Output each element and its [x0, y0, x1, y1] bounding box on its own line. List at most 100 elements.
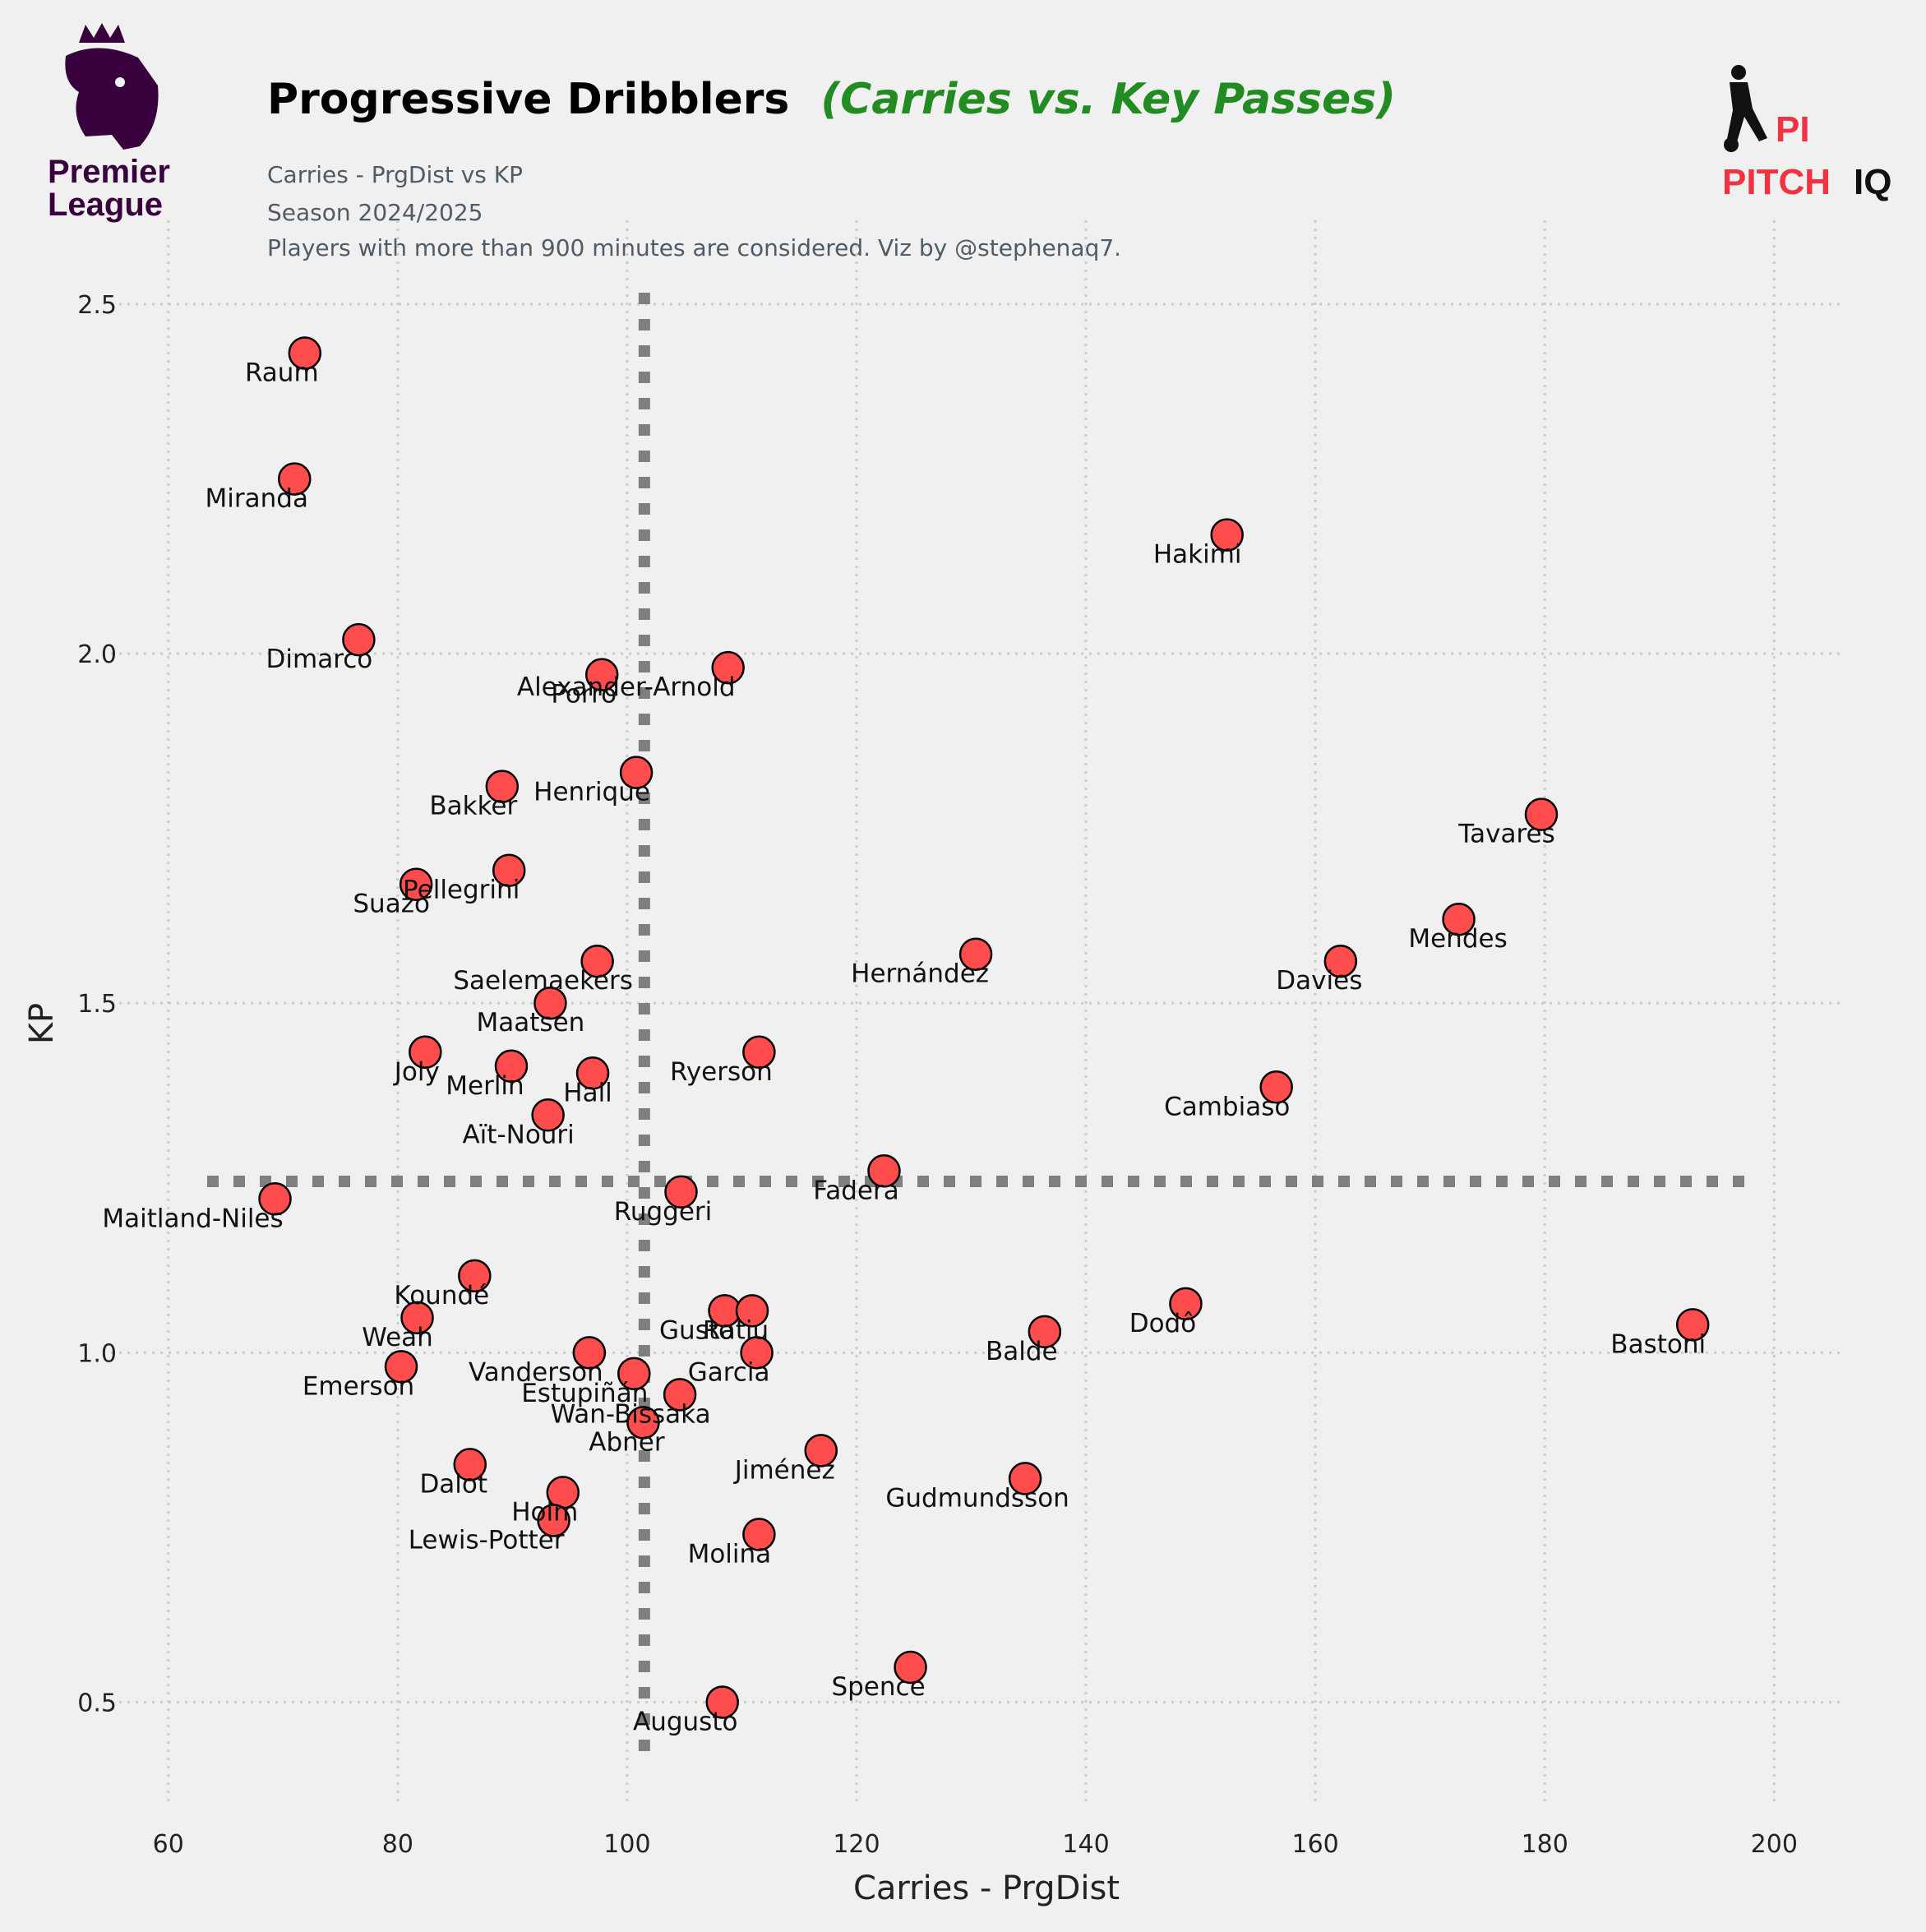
point-label: Lewis-Potter	[409, 1525, 565, 1555]
point-label: Garcia	[688, 1357, 770, 1387]
point-label: Hernández	[851, 959, 989, 989]
lion-crest-icon	[65, 23, 159, 150]
x-axis-label: Carries - PrgDist	[853, 1870, 1120, 1907]
y-tick-label: 0.5	[77, 1689, 117, 1717]
title-main: Progressive Dribblers	[267, 75, 789, 124]
pitch-iq-logo: PI PITCH IQ	[1722, 65, 1891, 202]
data-point	[1675, 1308, 1710, 1342]
point-label: Holm	[511, 1497, 578, 1527]
y-axis-label: KP	[23, 1003, 61, 1044]
point-label: Molina	[688, 1539, 772, 1569]
point-label: Abner	[589, 1427, 665, 1457]
data-point	[1323, 944, 1358, 978]
point-label: Miranda	[206, 484, 308, 514]
footballer-silhouette-icon	[1724, 65, 1767, 152]
data-point	[1259, 1070, 1293, 1104]
title-accent: (Carries vs. Key Passes)	[820, 75, 1396, 124]
point-label: Porro	[551, 680, 617, 709]
y-tick-label: 2.0	[77, 640, 117, 669]
data-point	[705, 1685, 739, 1719]
point-label: Spence	[831, 1672, 925, 1702]
data-point	[619, 756, 654, 789]
data-point	[342, 622, 376, 657]
data-point	[617, 1357, 651, 1391]
x-tick-label: 200	[1751, 1830, 1798, 1859]
point-label: Merlin	[446, 1071, 524, 1101]
point-label: Ratiu	[703, 1315, 769, 1345]
point-label: Raum	[245, 358, 319, 388]
point-label: Mendes	[1408, 924, 1507, 954]
data-point	[485, 770, 520, 803]
x-tick-label: 160	[1291, 1830, 1338, 1859]
data-point	[584, 658, 619, 691]
subtitle-line-2: Season 2024/2025	[267, 199, 483, 226]
data-point	[626, 1406, 660, 1440]
point-label: Suazo	[353, 890, 430, 919]
point-label: Dalot	[419, 1469, 487, 1499]
data-point	[664, 1175, 698, 1209]
point-label: Koundé	[394, 1281, 489, 1310]
data-point	[735, 1294, 769, 1328]
point-label: Emerson	[303, 1371, 414, 1401]
data-point	[1028, 1315, 1062, 1349]
data-point	[1524, 797, 1559, 831]
point-label: Wan-Bissaka	[551, 1399, 711, 1429]
data-point	[1210, 518, 1244, 552]
point-label: Bakker	[429, 792, 517, 821]
point-label: Maitland-Niles	[102, 1204, 283, 1233]
point-label: Cambiaso	[1164, 1092, 1290, 1121]
league-logo-line2: League	[48, 187, 163, 223]
data-point	[740, 1336, 774, 1370]
point-label: Hall	[563, 1078, 612, 1107]
point-label: Weah	[362, 1323, 433, 1352]
x-tick-label: 80	[382, 1830, 413, 1859]
y-tick-label: 1.0	[77, 1339, 117, 1368]
data-point	[453, 1448, 487, 1481]
data-point	[1169, 1287, 1203, 1321]
data-point	[288, 336, 322, 370]
data-point	[531, 1098, 565, 1132]
point-label: Davies	[1276, 966, 1362, 996]
data-point	[575, 1056, 610, 1090]
x-tick-label: 100	[603, 1830, 650, 1859]
point-label: Vanderson	[469, 1357, 603, 1387]
point-label: Tavares	[1457, 820, 1554, 849]
point-label: Henrique	[533, 778, 650, 807]
brand-text-left: PITCH	[1722, 162, 1831, 202]
pitch-iq-mark: PI	[1776, 109, 1810, 150]
point-label: Hakimi	[1153, 540, 1242, 570]
point-label: Fadera	[813, 1176, 898, 1205]
chart-title: Progressive Dribblers (Carries vs. Key Pa…	[267, 75, 1396, 124]
point-label: Jiménez	[733, 1455, 835, 1485]
premier-league-logo: Premier League	[48, 23, 170, 223]
data-point	[278, 462, 312, 496]
point-label: Pellegrini	[403, 876, 520, 905]
x-tick-label: 60	[153, 1830, 184, 1859]
data-point	[494, 1049, 529, 1084]
brand-text-right: IQ	[1854, 162, 1891, 202]
subtitle-line-1: Carries - PrgDist vs KP	[267, 161, 523, 188]
league-logo-line1: Premier	[48, 154, 170, 190]
data-point	[399, 867, 433, 901]
data-point	[1442, 902, 1476, 936]
data-point	[458, 1259, 492, 1293]
data-point	[384, 1350, 418, 1384]
data-points	[258, 336, 1710, 1719]
mean-lines	[207, 293, 1749, 1751]
data-point	[400, 1301, 434, 1335]
data-point	[409, 1035, 442, 1070]
point-label: Bastoni	[1610, 1329, 1706, 1359]
data-point	[742, 1518, 776, 1551]
point-label: Maatsen	[477, 1008, 585, 1038]
data-point	[533, 986, 567, 1020]
data-point	[711, 650, 745, 685]
point-label: Saelemaekers	[453, 966, 633, 996]
grid-lines	[111, 220, 1843, 1807]
point-label: Ruggeri	[614, 1197, 713, 1227]
data-point	[894, 1650, 927, 1685]
data-point	[867, 1154, 901, 1188]
data-point	[1008, 1462, 1042, 1495]
x-tick-label: 140	[1062, 1830, 1109, 1859]
data-point	[742, 1035, 776, 1070]
